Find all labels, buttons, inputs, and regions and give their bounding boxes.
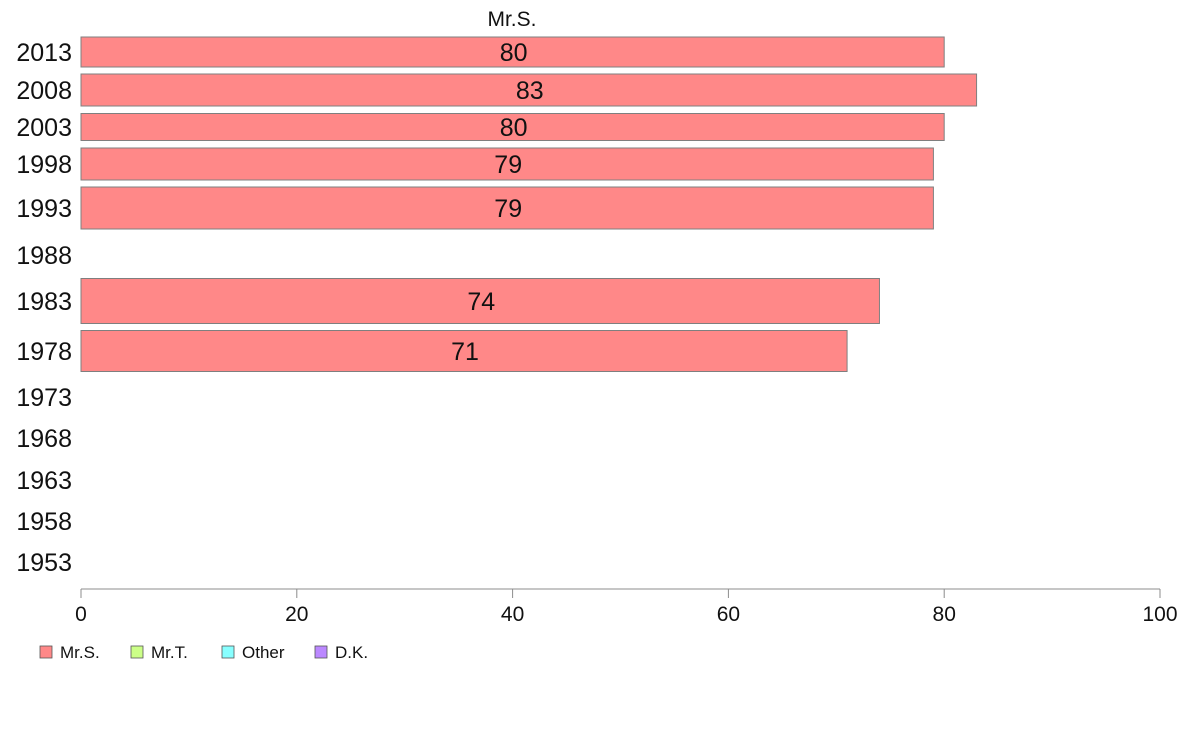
category-label-1968: 1968 <box>16 425 72 453</box>
legend-swatch-Other <box>221 645 235 659</box>
x-tick-label-20: 20 <box>285 603 308 626</box>
bar-value-label-2008: 83 <box>516 77 544 105</box>
bar-2008 <box>80 73 978 107</box>
bar-1998 <box>80 147 934 181</box>
bar-2013 <box>80 36 945 68</box>
bar-value-label-1998: 79 <box>494 151 522 179</box>
bar-value-label-1993: 79 <box>494 195 522 223</box>
bar-value-label-1983: 74 <box>467 288 495 316</box>
category-label-1973: 1973 <box>16 384 72 412</box>
x-axis: 0 20 40 60 80 100 <box>75 588 1178 626</box>
bar-1978 <box>80 330 848 372</box>
x-tick-label-40: 40 <box>501 603 524 626</box>
bar-value-label-2003: 80 <box>500 114 528 142</box>
legend-label-Mr.T.: Mr.T. <box>151 643 188 662</box>
legend-swatch-D.K. <box>314 645 328 659</box>
legend-label-D.K.: D.K. <box>335 643 368 662</box>
bar-2003 <box>80 113 945 141</box>
bar-value-label-2013: 80 <box>500 39 528 67</box>
category-label-1958: 1958 <box>16 508 72 536</box>
x-tick-label-80: 80 <box>933 603 956 626</box>
category-label-2008: 2008 <box>16 77 72 105</box>
x-tick-label-100: 100 <box>1142 603 1177 626</box>
category-label-1993: 1993 <box>16 195 72 223</box>
x-tick-label-0: 0 <box>75 603 87 626</box>
bar-1983 <box>80 278 880 324</box>
category-labels: 2013 2008 2003 1998 1993 1988 1983 1978 1973 1968… <box>16 39 72 577</box>
legend-label-Mr.S.: Mr.S. <box>60 643 100 662</box>
chart-title: Mr.S. <box>487 8 536 31</box>
bars-group: 80 83 80 79 79 74 71 <box>80 36 978 372</box>
category-label-1998: 1998 <box>16 151 72 179</box>
category-label-2013: 2013 <box>16 39 72 67</box>
category-label-1963: 1963 <box>16 467 72 495</box>
x-tick-label-60: 60 <box>717 603 740 626</box>
bar-1993 <box>80 186 934 230</box>
legend: Mr.S. Mr.T. Other D.K. <box>39 643 368 662</box>
legend-swatch-Mr.S. <box>39 645 53 659</box>
bar-value-label-1978: 71 <box>451 338 479 366</box>
category-label-2003: 2003 <box>16 114 72 142</box>
category-label-1983: 1983 <box>16 288 72 316</box>
category-label-1978: 1978 <box>16 338 72 366</box>
legend-swatch-Mr.T. <box>130 645 144 659</box>
category-label-1988: 1988 <box>16 242 72 270</box>
legend-label-Other: Other <box>242 643 285 662</box>
category-label-1953: 1953 <box>16 549 72 577</box>
